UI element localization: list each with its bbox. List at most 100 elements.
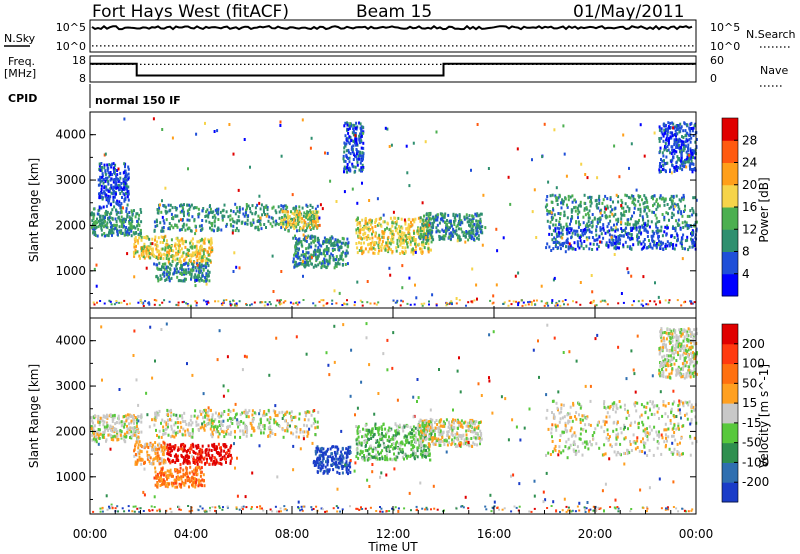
echo-cell bbox=[414, 245, 417, 249]
echo-cell bbox=[307, 251, 310, 255]
echo-cell bbox=[345, 142, 348, 146]
echo-cell bbox=[185, 459, 188, 463]
echo-cell bbox=[294, 222, 297, 226]
echo-cell bbox=[671, 148, 674, 152]
echo-cell bbox=[620, 204, 623, 207]
echo-cell bbox=[658, 204, 661, 208]
echo-cell bbox=[95, 284, 98, 288]
echo-cell bbox=[611, 212, 614, 216]
echo-cell bbox=[179, 272, 182, 275]
echo-cell bbox=[213, 448, 216, 451]
echo-cell bbox=[439, 217, 442, 221]
echo-cell bbox=[153, 447, 156, 451]
echo-cell bbox=[430, 236, 433, 240]
colorbar-tick-label: 12 bbox=[742, 222, 757, 236]
echo-cell bbox=[400, 237, 403, 241]
echo-cell bbox=[346, 170, 349, 174]
echo-cell bbox=[303, 265, 306, 269]
echo-cell bbox=[664, 128, 667, 132]
echo-cell bbox=[326, 264, 329, 268]
echo-cell bbox=[643, 194, 646, 198]
echo-cell bbox=[314, 244, 317, 248]
echo-cell bbox=[294, 237, 297, 240]
cpid-row: CPID normal 150 IF bbox=[8, 84, 181, 108]
echo-cell bbox=[666, 240, 669, 244]
echo-cell bbox=[409, 303, 412, 306]
echo-cell bbox=[229, 218, 232, 222]
echo-cell bbox=[680, 155, 683, 159]
echo-cell bbox=[570, 236, 573, 240]
echo-cell bbox=[272, 205, 275, 209]
echo-cell bbox=[596, 242, 599, 246]
echo-cell bbox=[412, 237, 415, 241]
echo-cell bbox=[577, 208, 580, 212]
echo-cell bbox=[354, 126, 357, 130]
echo-cell bbox=[380, 248, 383, 252]
echo-cell bbox=[137, 217, 140, 221]
echo-cell bbox=[332, 256, 335, 260]
echo-cell bbox=[285, 223, 288, 227]
echo-cell bbox=[280, 302, 283, 305]
echo-cell bbox=[302, 224, 305, 228]
echo-cell bbox=[642, 304, 645, 307]
echo-cell bbox=[135, 440, 138, 444]
echo-cell bbox=[108, 212, 111, 216]
echo-cell bbox=[137, 435, 140, 439]
echo-cell bbox=[149, 246, 152, 250]
echo-cell bbox=[103, 436, 106, 439]
echo-cell bbox=[245, 213, 247, 217]
echo-cell bbox=[222, 301, 225, 304]
echo-cell bbox=[137, 414, 140, 418]
echo-cell bbox=[211, 454, 214, 458]
echo-cell bbox=[306, 263, 309, 267]
echo-cell bbox=[454, 218, 457, 222]
echo-cell bbox=[546, 219, 549, 223]
echo-cell bbox=[633, 211, 635, 215]
echo-cell bbox=[360, 146, 363, 150]
echo-cell bbox=[295, 210, 298, 214]
echo-cell bbox=[298, 209, 301, 213]
echo-cell bbox=[608, 214, 611, 218]
echo-cell bbox=[90, 427, 93, 431]
echo-cell bbox=[111, 231, 114, 235]
echo-cell bbox=[600, 240, 603, 244]
echo-cell bbox=[672, 213, 675, 217]
echo-cell bbox=[325, 248, 328, 252]
echo-cell bbox=[203, 279, 206, 283]
echo-cell bbox=[125, 209, 128, 213]
echo-cell bbox=[581, 231, 584, 235]
echo-cell bbox=[103, 302, 106, 305]
echo-cell bbox=[456, 224, 459, 227]
echo-cell bbox=[276, 299, 279, 302]
echo-cell bbox=[667, 301, 670, 304]
echo-cell bbox=[115, 300, 118, 302]
echo-cell bbox=[201, 271, 204, 275]
echo-cell bbox=[673, 152, 676, 156]
echo-cell bbox=[433, 220, 436, 224]
echo-cell bbox=[207, 274, 210, 278]
echo-cell bbox=[294, 260, 297, 264]
echo-cell bbox=[293, 226, 296, 230]
echo-cell bbox=[182, 475, 185, 479]
echo-cell bbox=[271, 224, 274, 228]
echo-cell bbox=[243, 214, 246, 218]
echo-cell bbox=[196, 452, 199, 456]
echo-cell bbox=[400, 241, 403, 245]
echo-cell bbox=[666, 130, 669, 134]
echo-cell bbox=[321, 264, 324, 268]
echo-cell bbox=[366, 280, 369, 283]
echo-cell bbox=[309, 221, 312, 225]
echo-cell bbox=[618, 175, 621, 179]
echo-cell bbox=[125, 173, 128, 177]
echo-cell bbox=[175, 457, 178, 460]
echo-cell bbox=[95, 225, 98, 229]
echo-cell bbox=[210, 228, 213, 232]
echo-cell bbox=[181, 209, 183, 213]
echo-cell bbox=[259, 301, 262, 304]
echo-cell bbox=[215, 460, 218, 464]
echo-cell bbox=[649, 245, 652, 249]
echo-cell bbox=[465, 213, 468, 217]
echo-cell bbox=[573, 198, 576, 202]
echo-cell bbox=[376, 197, 379, 201]
echo-cell bbox=[155, 476, 158, 480]
